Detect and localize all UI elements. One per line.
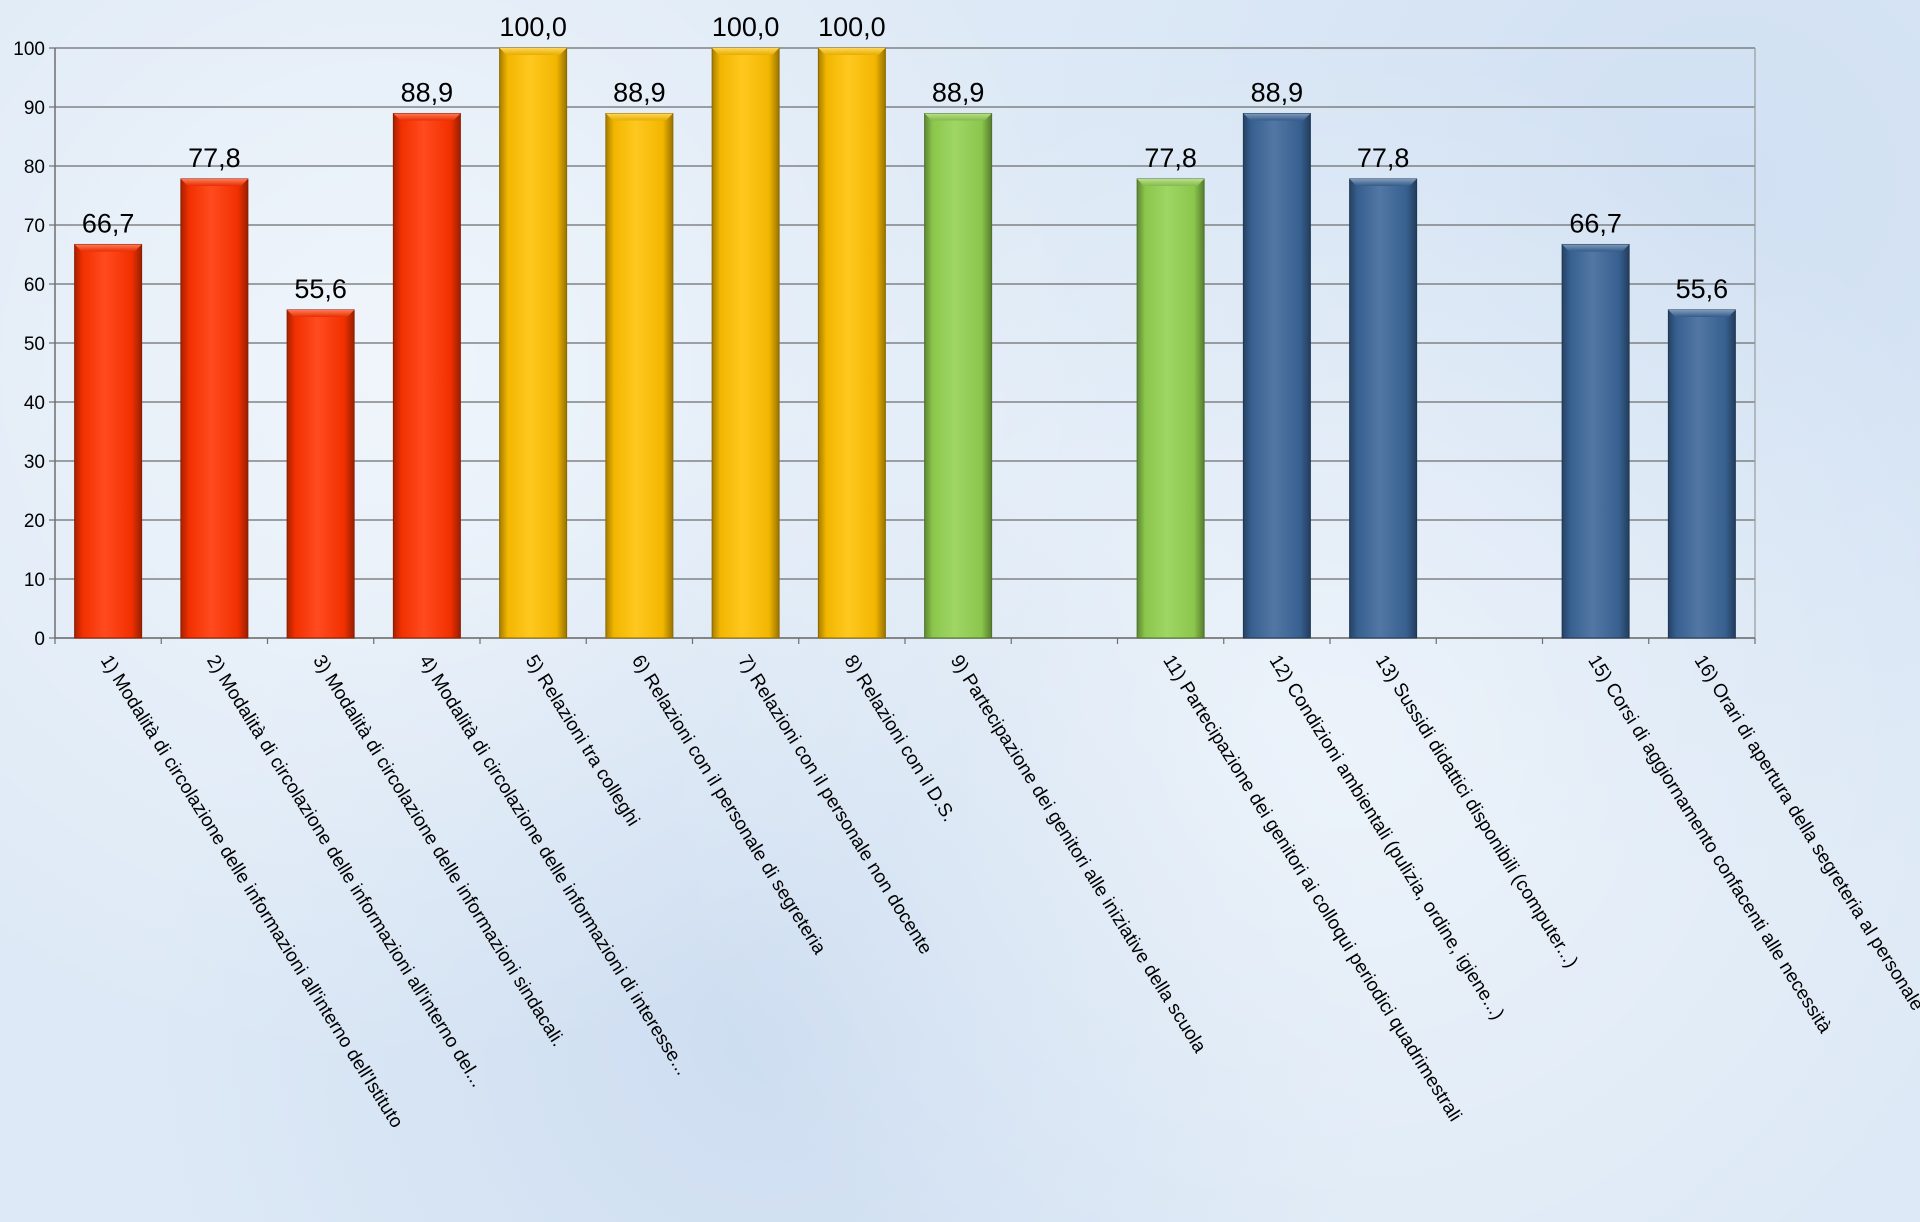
y-tick-label: 80 [24,157,45,178]
bar-cap [74,244,142,252]
x-tick-label: 3) Modalità di circolazione delle inform… [308,652,568,1051]
x-tick-label: 7) Relazioni con il personale non docent… [733,652,936,959]
data-label: 66,7 [1569,208,1622,238]
bar [286,309,355,639]
bar [1349,178,1418,639]
y-tick-label: 0 [34,629,45,650]
data-label: 66,7 [82,208,135,238]
bar [711,47,780,639]
x-tick-label: 12) Condizioni ambientali (pulizia, ordi… [1265,652,1508,1024]
y-tick-label: 10 [24,570,45,591]
bar-cap [287,309,355,317]
x-tick-label: 15) Corsi di aggiornamento confacenti al… [1583,652,1835,1038]
bar [392,112,461,639]
y-tick-label: 20 [24,511,45,532]
x-tick-label: 8) Relazioni con il D.S. [840,652,960,826]
y-tick-label: 100 [13,39,45,60]
y-tick-label: 40 [24,393,45,414]
data-label: 88,9 [1251,77,1304,107]
bar-cap [499,48,567,55]
data-label: 100,0 [712,12,780,42]
bar [1561,243,1630,639]
bar-cap [1137,178,1205,186]
bar-cap [605,113,673,121]
y-tick-label: 60 [24,275,45,296]
bar [924,112,993,639]
bar [817,47,886,639]
bar [1242,112,1311,639]
data-label: 88,9 [932,77,985,107]
bar [1667,309,1736,639]
x-tick-label: 16) Orari di apertura della segreteria a… [1690,652,1920,1015]
data-label: 77,8 [188,143,241,173]
bar-cap [924,113,992,121]
y-tick-label: 70 [24,216,45,237]
bar-cap [1349,178,1417,186]
y-tick-label: 50 [24,334,45,355]
category-labels: 1) Modalità di circolazione delle inform… [96,652,1920,1132]
x-tick-label: 9) Partecipazione dei genitori alle iniz… [946,652,1210,1058]
data-label: 88,9 [401,77,454,107]
data-labels: 66,7 77,8 55,6 88,9 100,0 88,9 100,0 100,0 88,9 7… [82,12,1728,304]
data-label: 77,8 [1144,143,1197,173]
bar-cap [712,48,780,55]
data-label: 77,8 [1357,143,1410,173]
bar [180,178,249,639]
data-label: 100,0 [818,12,886,42]
bar-cap [1668,309,1736,317]
bars [74,47,1736,639]
x-tick-label: 13) Sussidi didattici disponibili (compu… [1371,652,1582,972]
bar-cap [1562,244,1630,252]
data-label: 88,9 [613,77,666,107]
bar [605,112,674,639]
bar [499,47,568,639]
bar [74,243,143,639]
y-tick-label: 30 [24,452,45,473]
x-tick-label: 5) Relazioni tra colleghi [521,652,643,831]
bar-cap [180,178,248,186]
bar-cap [1243,113,1311,121]
bar [1136,178,1205,639]
x-tick-label: 6) Relazioni con il personale di segrete… [627,652,830,959]
data-label: 55,6 [294,274,347,304]
data-label: 55,6 [1676,274,1729,304]
bar-cap [818,48,886,55]
y-tick-label: 90 [24,98,45,119]
data-label: 100,0 [499,12,567,42]
bar-cap [393,113,461,121]
